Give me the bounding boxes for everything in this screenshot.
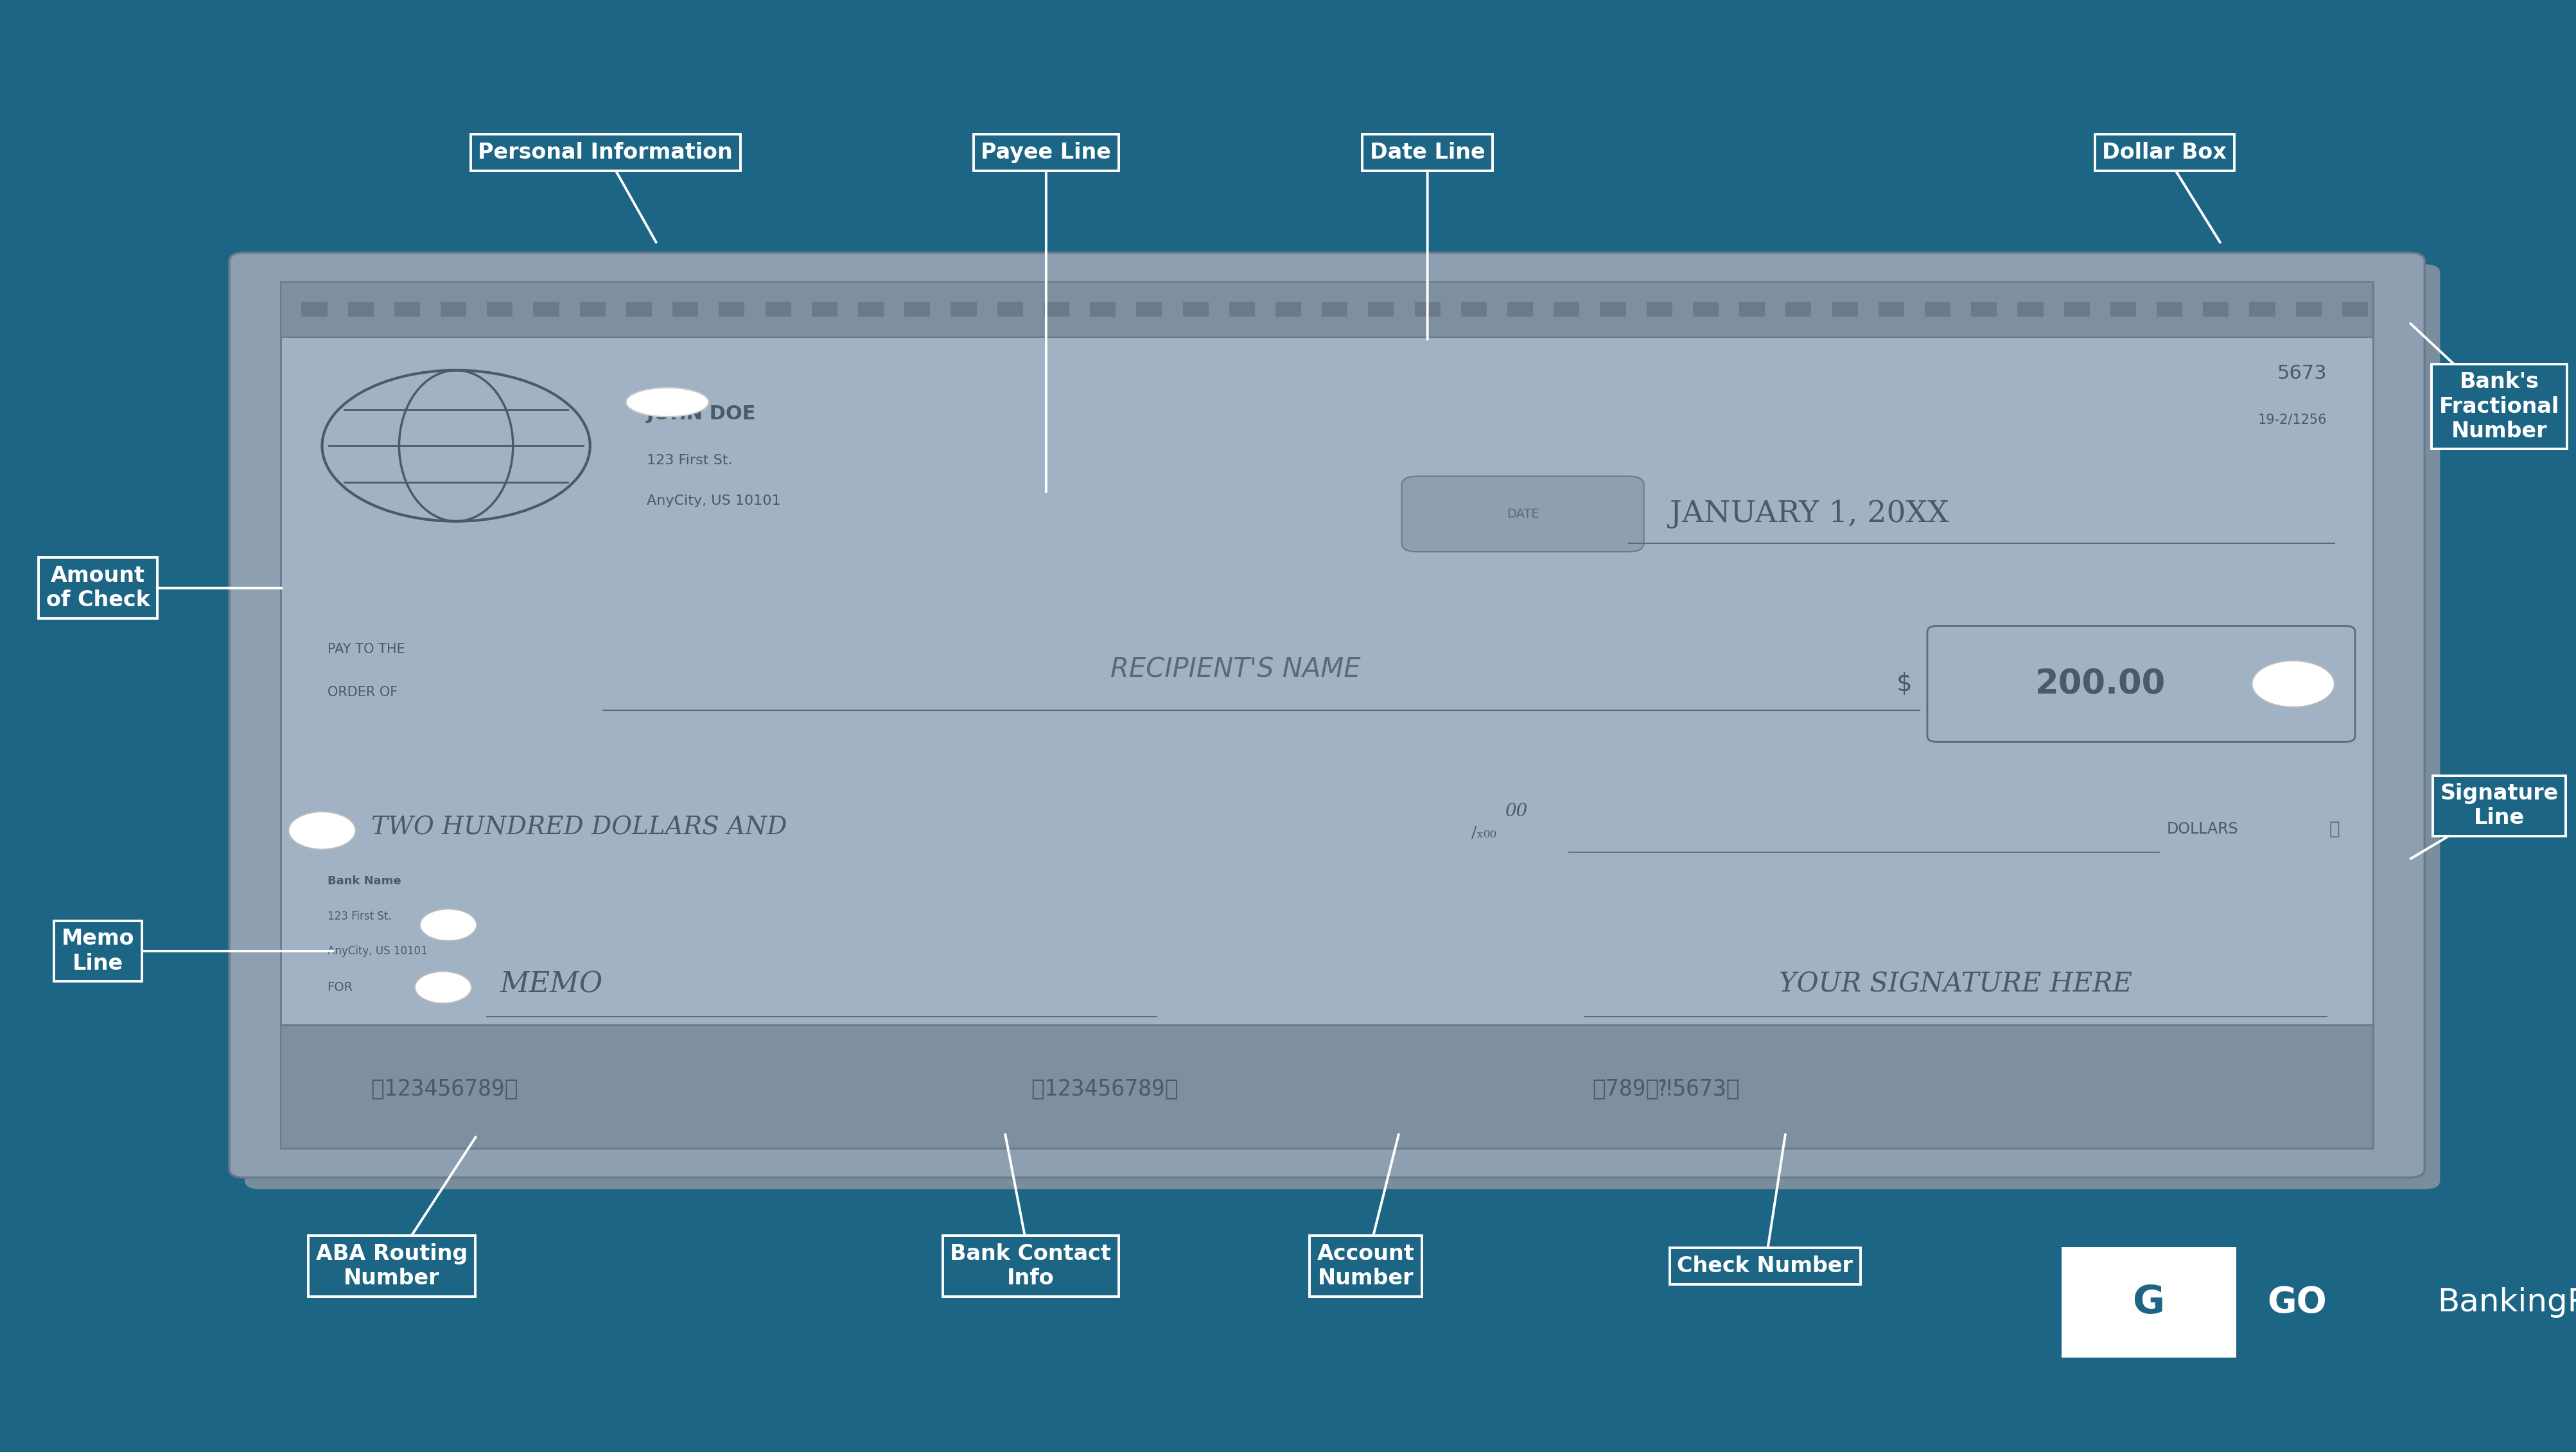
FancyBboxPatch shape <box>2342 302 2367 317</box>
Text: Account
Number: Account Number <box>1316 1243 1414 1289</box>
Text: ⑆123456789⑆: ⑆123456789⑆ <box>1030 1079 1177 1101</box>
FancyBboxPatch shape <box>1507 302 1533 317</box>
Circle shape <box>415 971 471 1003</box>
Circle shape <box>289 812 355 849</box>
FancyBboxPatch shape <box>2249 302 2275 317</box>
FancyBboxPatch shape <box>2295 302 2321 317</box>
FancyBboxPatch shape <box>580 302 605 317</box>
FancyBboxPatch shape <box>281 282 2372 337</box>
FancyBboxPatch shape <box>1924 302 1950 317</box>
Text: BankingRates: BankingRates <box>2437 1286 2576 1318</box>
Text: Dollar Box: Dollar Box <box>2102 142 2226 163</box>
FancyBboxPatch shape <box>281 282 2372 1149</box>
Text: $: $ <box>1896 672 1911 696</box>
FancyBboxPatch shape <box>1182 302 1208 317</box>
Text: AnyCity, US 10101: AnyCity, US 10101 <box>647 495 781 507</box>
FancyBboxPatch shape <box>1692 302 1718 317</box>
Text: 5673: 5673 <box>2277 364 2326 382</box>
FancyBboxPatch shape <box>348 302 374 317</box>
Text: Memo
Line: Memo Line <box>62 928 134 974</box>
Text: MEMO: MEMO <box>500 970 603 999</box>
FancyBboxPatch shape <box>533 302 559 317</box>
FancyBboxPatch shape <box>487 302 513 317</box>
FancyBboxPatch shape <box>672 302 698 317</box>
Text: 00: 00 <box>1504 803 1528 820</box>
FancyBboxPatch shape <box>1600 302 1625 317</box>
Text: 200.00: 200.00 <box>2035 668 2166 700</box>
FancyBboxPatch shape <box>2110 302 2136 317</box>
Text: GO: GO <box>2267 1285 2326 1320</box>
Text: FOR: FOR <box>327 982 353 993</box>
Ellipse shape <box>626 388 708 417</box>
Text: TWO HUNDRED DOLLARS AND: TWO HUNDRED DOLLARS AND <box>371 816 793 839</box>
FancyBboxPatch shape <box>1971 302 1996 317</box>
Text: JOHN DOE: JOHN DOE <box>647 405 755 423</box>
Text: ABA Routing
Number: ABA Routing Number <box>317 1243 466 1289</box>
Text: 🔒: 🔒 <box>2329 820 2339 838</box>
Text: YOUR SIGNATURE HERE: YOUR SIGNATURE HERE <box>1777 971 2133 998</box>
Text: 123 First St.: 123 First St. <box>647 454 732 466</box>
FancyBboxPatch shape <box>858 302 884 317</box>
Text: DATE: DATE <box>1507 508 1538 520</box>
Text: Bank Name: Bank Name <box>327 876 402 887</box>
FancyBboxPatch shape <box>2202 302 2228 317</box>
FancyBboxPatch shape <box>997 302 1023 317</box>
FancyBboxPatch shape <box>2156 302 2182 317</box>
Text: Date Line: Date Line <box>1370 142 1484 163</box>
Text: Bank Contact
Info: Bank Contact Info <box>951 1243 1110 1289</box>
FancyBboxPatch shape <box>719 302 744 317</box>
Text: RECIPIENT'S NAME: RECIPIENT'S NAME <box>1110 656 1360 682</box>
FancyBboxPatch shape <box>626 302 652 317</box>
Text: ⑇789⑈⁈5673⑆: ⑇789⑈⁈5673⑆ <box>1592 1079 1739 1101</box>
FancyBboxPatch shape <box>1832 302 1857 317</box>
Text: Bank's
Fractional
Number: Bank's Fractional Number <box>2439 372 2558 441</box>
Text: PAY TO THE: PAY TO THE <box>327 643 404 655</box>
FancyBboxPatch shape <box>301 302 327 317</box>
FancyBboxPatch shape <box>229 253 2424 1178</box>
Text: Personal Information: Personal Information <box>479 142 732 163</box>
Text: Payee Line: Payee Line <box>981 142 1110 163</box>
Text: G: G <box>2133 1284 2164 1321</box>
Text: AnyCity, US 10101: AnyCity, US 10101 <box>327 945 428 957</box>
FancyBboxPatch shape <box>1646 302 1672 317</box>
FancyBboxPatch shape <box>394 302 420 317</box>
Text: 19-2/1256: 19-2/1256 <box>2257 414 2326 425</box>
FancyBboxPatch shape <box>1321 302 1347 317</box>
FancyBboxPatch shape <box>1136 302 1162 317</box>
FancyBboxPatch shape <box>765 302 791 317</box>
FancyBboxPatch shape <box>1461 302 1486 317</box>
FancyBboxPatch shape <box>245 264 2439 1189</box>
FancyBboxPatch shape <box>1553 302 1579 317</box>
FancyBboxPatch shape <box>1090 302 1115 317</box>
Text: DOLLARS: DOLLARS <box>2166 822 2239 836</box>
Text: /ₓ₀₀: /ₓ₀₀ <box>1471 826 1497 841</box>
Text: Signature
Line: Signature Line <box>2439 783 2558 829</box>
FancyBboxPatch shape <box>2063 302 2089 317</box>
FancyBboxPatch shape <box>951 302 976 317</box>
Text: ⑆123456789⑆: ⑆123456789⑆ <box>371 1079 518 1101</box>
FancyBboxPatch shape <box>904 302 930 317</box>
Circle shape <box>2251 661 2334 707</box>
Text: ORDER OF: ORDER OF <box>327 687 397 698</box>
Text: Check Number: Check Number <box>1677 1256 1852 1276</box>
FancyBboxPatch shape <box>1275 302 1301 317</box>
FancyBboxPatch shape <box>440 302 466 317</box>
FancyBboxPatch shape <box>1368 302 1394 317</box>
FancyBboxPatch shape <box>1414 302 1440 317</box>
Text: Amount
of Check: Amount of Check <box>46 565 149 611</box>
FancyBboxPatch shape <box>811 302 837 317</box>
FancyBboxPatch shape <box>1785 302 1811 317</box>
Text: JANUARY 1, 20XX: JANUARY 1, 20XX <box>1669 499 1947 529</box>
FancyBboxPatch shape <box>1401 476 1643 552</box>
FancyBboxPatch shape <box>1229 302 1255 317</box>
Circle shape <box>420 909 477 941</box>
FancyBboxPatch shape <box>1927 626 2354 742</box>
FancyBboxPatch shape <box>2061 1247 2236 1358</box>
FancyBboxPatch shape <box>1043 302 1069 317</box>
FancyBboxPatch shape <box>2017 302 2043 317</box>
Text: 123 First St.: 123 First St. <box>327 910 392 922</box>
FancyBboxPatch shape <box>281 1025 2372 1149</box>
FancyBboxPatch shape <box>1878 302 1904 317</box>
FancyBboxPatch shape <box>1739 302 1765 317</box>
